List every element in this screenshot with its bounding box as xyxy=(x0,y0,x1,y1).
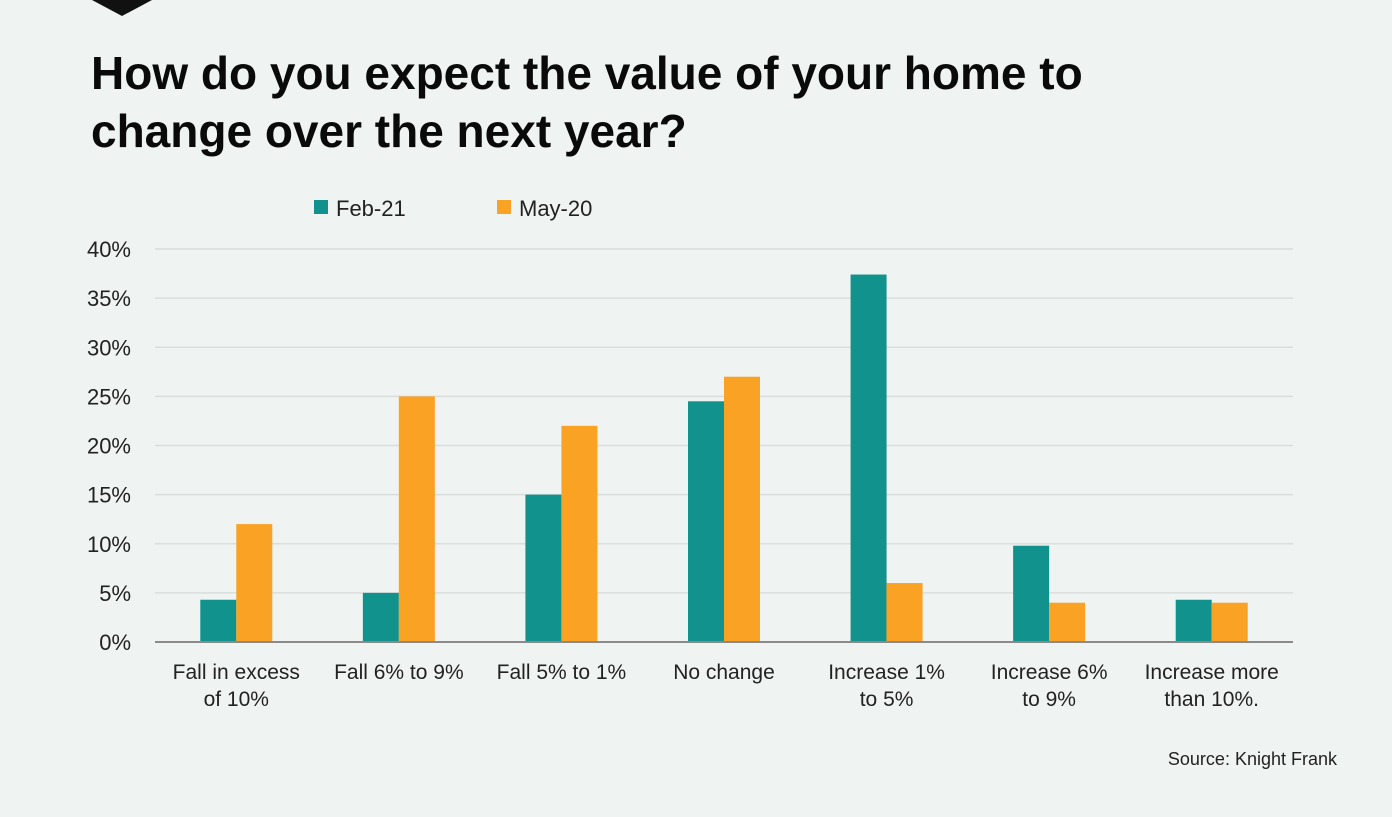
bar-feb21-0 xyxy=(200,599,237,642)
bar-may20-3 xyxy=(724,376,760,642)
bar-feb21-6 xyxy=(1175,599,1212,642)
y-tick-label: 25% xyxy=(87,384,131,409)
y-tick-label: 40% xyxy=(87,237,131,262)
x-tick-label-line: Increase 6% xyxy=(991,661,1108,684)
legend-swatch xyxy=(497,200,511,214)
y-tick-label: 20% xyxy=(87,434,131,459)
y-tick-label: 15% xyxy=(87,483,131,508)
x-tick-label: Fall 5% to 1% xyxy=(497,661,627,684)
y-axis-tick-labels: 0% 5% 10% 15% 20% 25% 30% 35% 40% xyxy=(87,237,131,655)
bar-feb21-1 xyxy=(362,592,399,642)
x-tick-label-line: Increase more xyxy=(1145,661,1279,684)
legend-label: May-20 xyxy=(519,196,592,221)
x-tick-label-line: Fall 6% to 9% xyxy=(334,661,464,684)
bar-may20-1 xyxy=(398,396,435,642)
bar-feb21-3 xyxy=(688,401,724,642)
source-note: Source: Knight Frank xyxy=(1167,749,1337,769)
bar-may20-4 xyxy=(886,583,923,642)
bar-feb21-2 xyxy=(525,494,562,642)
bar-feb21-4 xyxy=(850,274,887,642)
x-tick-label-line: Fall in excess xyxy=(173,661,300,684)
chart-title: How do you expect the value of your home… xyxy=(91,44,1291,160)
bar-may20-0 xyxy=(236,524,273,642)
chart-title-line-1: How do you expect the value of your home… xyxy=(91,47,1083,99)
x-tick-label: Increase 1% to 5% xyxy=(828,661,945,711)
x-tick-label: Increase more than 10%. xyxy=(1145,661,1279,711)
x-tick-label-line: of 10% xyxy=(204,688,269,711)
legend: Feb-21 May-20 xyxy=(314,196,592,221)
chart-title-line-2: change over the next year? xyxy=(91,105,687,157)
y-tick-label: 30% xyxy=(87,335,131,360)
bar-may20-5 xyxy=(1049,602,1086,642)
x-tick-label-line: Fall 5% to 1% xyxy=(497,661,627,684)
y-tick-label: 5% xyxy=(99,581,131,606)
x-tick-label: Fall 6% to 9% xyxy=(334,661,464,684)
x-tick-label-line: No change xyxy=(673,661,775,684)
bar-feb21-5 xyxy=(1013,545,1050,642)
x-tick-label-line: to 5% xyxy=(860,688,914,711)
x-tick-label-line: Increase 1% xyxy=(828,661,945,684)
x-tick-label: Fall in excess of 10% xyxy=(173,661,300,711)
x-tick-label: Increase 6% to 9% xyxy=(991,661,1108,711)
corner-logo-mark xyxy=(92,0,152,16)
y-tick-label: 35% xyxy=(87,286,131,311)
bar-may20-6 xyxy=(1211,602,1248,642)
x-tick-label: No change xyxy=(673,661,775,684)
y-tick-label: 10% xyxy=(87,532,131,557)
legend-label: Feb-21 xyxy=(336,196,406,221)
bars xyxy=(200,274,1248,642)
legend-swatch xyxy=(314,200,328,214)
x-tick-label-line: to 9% xyxy=(1022,688,1076,711)
x-tick-label-line: than 10%. xyxy=(1164,688,1259,711)
bar-may20-2 xyxy=(561,425,598,642)
x-axis-tick-labels: Fall in excess of 10% Fall 6% to 9% Fall 5%… xyxy=(173,661,1279,711)
y-tick-label: 0% xyxy=(99,630,131,655)
